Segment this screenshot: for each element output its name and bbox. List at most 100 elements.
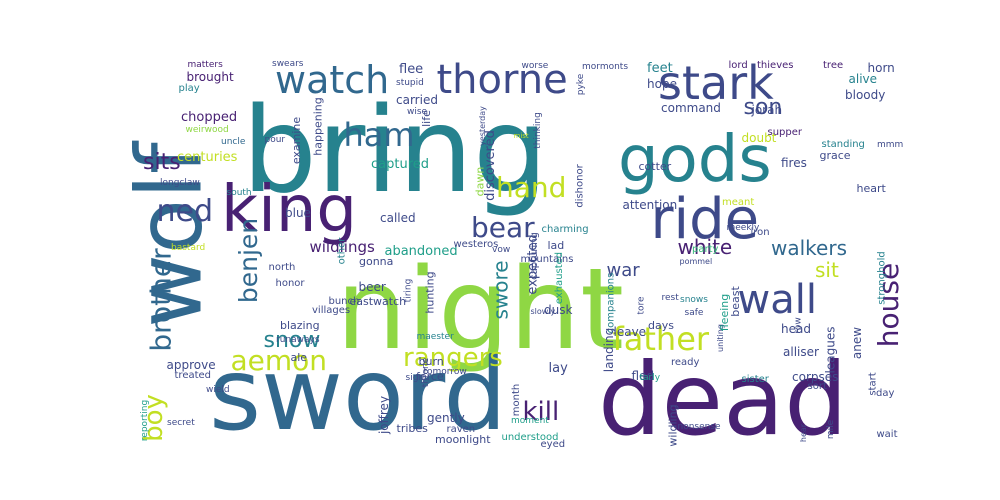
cloud-word-stupid: stupid [396,77,424,88]
cloud-word-wise: wise [407,106,428,117]
cloud-word-brought: brought [186,70,234,84]
cloud-word-row: row [793,316,804,334]
cloud-word-uncle: uncle [221,136,246,147]
cloud-word-meekly: meekly [726,222,760,233]
cloud-word-captured: captured [371,156,430,172]
cloud-word-raven: raven [446,424,476,435]
cloud-word-mormonts: mormonts [582,61,629,72]
cloud-word-burn: burn [418,354,444,368]
cloud-word-white: white [677,235,733,259]
cloud-word-worse: worse [521,60,549,71]
cloud-word-ale: ale [290,350,308,364]
cloud-word-called: called [380,211,416,225]
cloud-word-dishonor: dishonor [574,164,586,208]
cloud-word-hope: hope [647,77,677,91]
cloud-word-hunting: hunting [423,270,437,314]
cloud-word-tarly: tarly [639,372,661,383]
cloud-word-days: days [648,318,674,332]
cloud-word-pour: pour [264,134,286,145]
cloud-word-fleeing: fleeing [717,293,731,331]
cloud-word-approve: approve [166,358,216,372]
cloud-word-beer: beer [358,280,386,294]
cloud-word-thorne: thorne [436,60,568,103]
cloud-word-father: father [612,320,710,358]
cloud-word-corpses: corpses [792,370,839,384]
cloud-word-heart: heart [856,181,886,195]
cloud-word-flee: flee [399,61,424,77]
cloud-word-lad: lad [547,238,565,252]
cloud-word-walkers: walkers [771,236,847,260]
cloud-word-snows: snows [680,294,708,305]
cloud-word-watch: watch [275,60,390,102]
cloud-word-centuries: centuries [177,149,238,165]
cloud-word-benjen: benjen [233,217,263,303]
cloud-word-north: north [268,262,296,273]
cloud-word-command: command [661,101,721,115]
cloud-word-king: king [221,173,358,247]
cloud-word-reporting: reporting [139,399,150,441]
cloud-word-sits: sits [143,150,181,175]
cloud-word-wait: wait [876,429,898,440]
cloud-word-hand: hand [496,171,567,204]
cloud-word-vow: vow [492,244,511,255]
cloud-word-mist: mist [513,131,529,140]
cloud-word-tribes: tribes [396,421,428,435]
cloud-word-kill: kill [522,397,560,427]
cloud-word-honor: honor [275,278,305,289]
cloud-word-understood: understood [501,432,559,443]
cloud-word-night: night [336,245,625,375]
cloud-word-weirwood: weirwood [185,124,229,135]
cloud-word-grace: grace [819,148,851,162]
cloud-word-lay: lay [548,360,568,376]
cloud-word-horn: horn [867,61,895,75]
cloud-word-day: day [876,388,895,399]
cloud-word-dawn: dawn [473,166,487,196]
cloud-word-matters: matters [187,60,223,70]
cloud-word-fled: fled [631,369,655,383]
cloud-word-treated: treated [174,370,212,381]
cloud-word-gods: gods [618,123,772,197]
cloud-word-aemon: aemon [230,344,328,377]
cloud-word-fires: fires [781,156,807,170]
cloud-word-landing: landing [602,327,617,373]
cloud-word-hear: hear [799,423,809,443]
cloud-word-month: month [511,383,523,417]
cloud-word-rest: rest [661,292,679,303]
cloud-word-iron: iron [750,227,770,238]
cloud-word-stark: stark [658,60,774,110]
cloud-word-feet: feet [647,60,673,76]
cloud-word-swears: swears [272,60,304,69]
cloud-word-tomorrow: tomorrow [423,366,467,377]
cloud-word-jorah: jorah [751,103,783,117]
cloud-word-eastwatch: eastwatch [349,294,407,308]
cloud-word-war: war [606,260,640,281]
cloud-word-sort: sort [807,381,827,392]
cloud-word-chopped: chopped [181,109,238,125]
cloud-word-brother: brother [144,248,178,352]
cloud-word-runaways: runaways [276,334,320,345]
cloud-word-leagues: leagues [822,326,837,374]
cloud-word-longclaw: longclaw [160,177,200,188]
cloud-word-thieves: thieves [757,60,794,71]
cloud-word-swore: swore [488,260,513,320]
cloud-word-anew: anew [850,326,865,360]
cloud-word-safe: safe [684,307,704,318]
cloud-word-party: party [692,244,719,255]
cloud-word-mmm: mmm [877,139,903,150]
cloud-word-abandoned: abandoned [384,243,458,259]
cloud-word-dead: dead [598,341,848,450]
word-cloud: night bring sword wolf dead gods king ride stark… [125,60,903,450]
cloud-word-other: other [335,237,347,265]
cloud-word-life: life [419,109,433,127]
cloud-word-doubt: doubt [741,131,777,145]
cloud-word-nonsense: nonsense [677,421,721,432]
cloud-word-yesterday: yesterday [477,106,487,146]
cloud-word-tiring: tiring [403,278,414,302]
cloud-word-westeros: westeros [453,239,499,250]
cloud-word-bastard: bastard [171,242,206,253]
cloud-word-charming: charming [541,224,589,235]
cloud-word-carried: carried [396,93,438,107]
cloud-word-happening: happening [311,96,325,156]
cloud-word-moonlight: moonlight [435,432,491,446]
cloud-word-ride: ride [650,187,760,252]
